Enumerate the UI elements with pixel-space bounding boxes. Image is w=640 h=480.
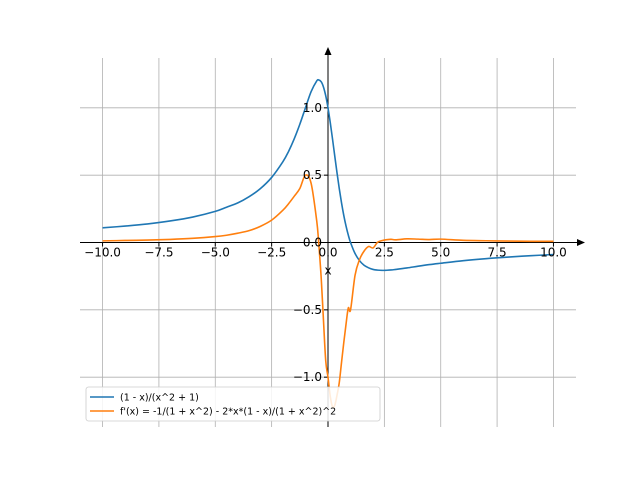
x-tick-label: −5.0 [201,246,230,260]
tick-marks [102,107,554,378]
axes [80,47,585,427]
x-tick-label: 2.5 [375,246,394,260]
y-tick-label: −1.0 [293,370,322,384]
x-tick-label: 5.0 [431,246,450,260]
y-axis-arrow [324,47,332,55]
legend-box [85,386,381,422]
legend: (1 - x)/(x^2 + 1) f'(x) = -1/(1 + x^2) - … [85,386,381,422]
x-tick-label: −10.0 [84,246,121,260]
x-tick-label: 7.5 [488,246,507,260]
legend-entry: f'(x) = -1/(1 + x^2) - 2*x*(1 - x)/(1 + … [120,407,336,418]
tick-labels: −10.0 −7.5 −5.0 −2.5 0.0 2.5 5.0 7.5 10.0 −1.0 −0.… [84,101,567,384]
x-axis-arrow [577,239,585,246]
legend-entry: (1 - x)/(x^2 + 1) [120,393,199,404]
y-tick-label: −0.5 [293,303,322,317]
y-tick-label: 0.5 [303,168,322,182]
x-axis-label: x [324,264,331,278]
x-tick-label: 0.0 [318,246,337,260]
x-tick-label: −7.5 [144,246,173,260]
series-line-function [102,78,554,272]
y-tick-label: 0.0 [303,236,322,250]
x-tick-label: 10.0 [540,246,567,260]
y-tick-label: 1.0 [303,101,322,115]
x-tick-label: −2.5 [257,246,286,260]
